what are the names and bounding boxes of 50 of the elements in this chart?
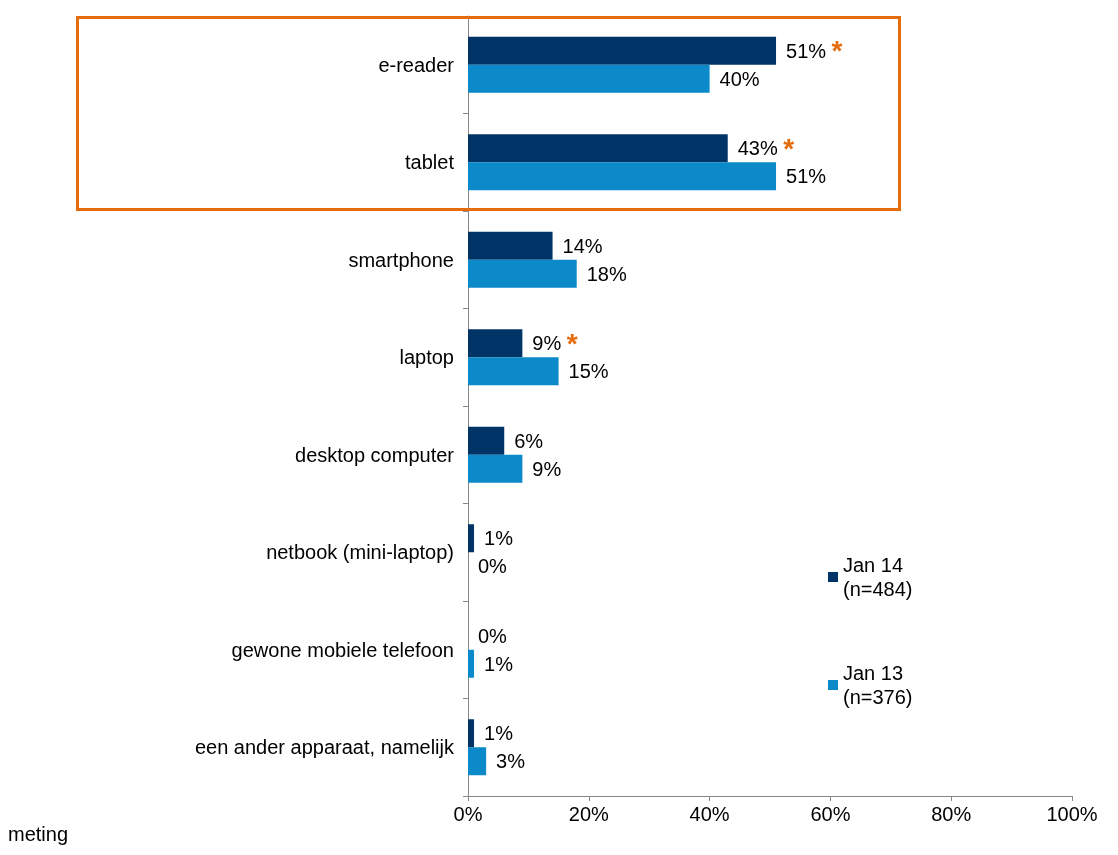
data-label: 1% — [484, 652, 514, 675]
bar — [468, 454, 523, 483]
y-tick-label: een ander apparaat, namelijk — [194, 736, 455, 759]
bar — [468, 231, 553, 260]
data-label: 9% — [532, 457, 562, 480]
bar — [468, 747, 487, 776]
data-label: 1% — [484, 527, 514, 550]
bar — [468, 719, 475, 748]
x-tick-label: 40% — [689, 803, 730, 825]
data-label: 18% — [586, 262, 627, 285]
y-tick-label: e-reader — [378, 53, 455, 76]
data-label: 1% — [484, 722, 514, 745]
bar — [468, 357, 559, 386]
data-label: 0% — [478, 624, 508, 647]
x-tick-label: 60% — [810, 803, 851, 825]
bar — [468, 64, 710, 93]
y-tick-label: desktop computer — [295, 443, 455, 466]
bar — [468, 329, 523, 358]
data-label: 6% — [514, 429, 544, 452]
data-label: 40% — [719, 67, 760, 90]
x-tick-label: 100% — [1046, 803, 1098, 825]
bar — [468, 36, 777, 65]
bar — [468, 259, 577, 288]
x-tick-label: 80% — [931, 803, 972, 825]
text: meting — [8, 823, 69, 845]
y-tick-label: laptop — [399, 346, 454, 369]
annotation: * — [566, 327, 578, 359]
legend-label: Jan 13 (n=376) — [843, 662, 913, 708]
legend-label: Jan 14 (n=484) — [843, 554, 913, 600]
bar — [468, 426, 505, 455]
x-tick-label: 0% — [453, 803, 483, 825]
data-label: 51% — [786, 165, 827, 188]
annotation: * — [831, 35, 843, 67]
bar — [468, 162, 777, 191]
data-label: 3% — [496, 750, 526, 773]
bar — [468, 134, 728, 163]
bar — [468, 524, 475, 553]
x-tick-label: 20% — [568, 803, 610, 825]
y-tick-label: netbook (mini-laptop) — [266, 541, 454, 564]
bar — [468, 649, 475, 678]
annotation: * — [783, 132, 795, 164]
data-label: 51% — [786, 39, 832, 62]
data-label: 43% — [737, 137, 784, 160]
y-tick-label: tablet — [405, 151, 455, 174]
y-tick-label: gewone mobiele telefoon — [231, 638, 454, 661]
data-label: 14% — [562, 234, 603, 257]
data-label: 15% — [568, 360, 609, 383]
data-label: 0% — [478, 555, 508, 578]
data-label: 9% — [532, 332, 567, 355]
y-tick-label: smartphone — [348, 248, 454, 271]
